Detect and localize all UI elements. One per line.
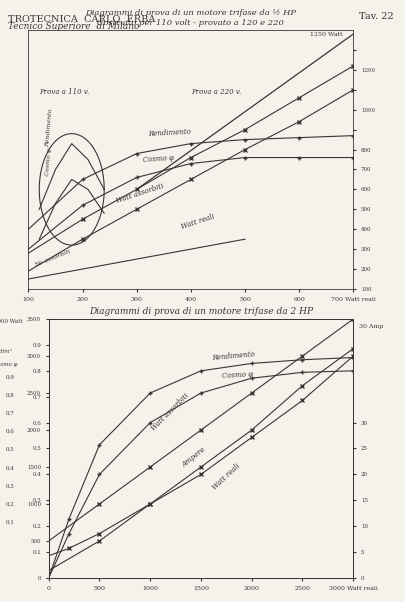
Text: Tecnico Superiore  di Milano: Tecnico Superiore di Milano [8, 22, 139, 31]
Text: Cosmo φ: Cosmo φ [45, 148, 52, 176]
Text: Watt assorbiti: Watt assorbiti [150, 391, 190, 432]
Text: 1250 Watt: 1250 Watt [309, 32, 341, 37]
Text: Prova a 110 v.: Prova a 110 v. [39, 88, 89, 96]
Text: Watt assorbiti: Watt assorbiti [115, 182, 164, 205]
Text: Rendimento: Rendimento [45, 108, 53, 147]
Text: cosmo φ: cosmo φ [0, 362, 17, 367]
Text: Watt reali: Watt reali [179, 213, 215, 231]
Text: Tav. 22: Tav. 22 [358, 12, 393, 21]
Text: No assorbiti: No assorbiti [34, 249, 71, 268]
Text: TROTECNICA  CARLO  ERBA: TROTECNICA CARLO ERBA [8, 15, 155, 24]
Text: 0,5: 0,5 [6, 447, 15, 452]
Text: Cosmo φ: Cosmo φ [221, 371, 252, 380]
Text: Watt reali: Watt reali [211, 462, 241, 491]
Text: 0,2: 0,2 [6, 501, 15, 506]
Text: 0,9: 0,9 [6, 374, 15, 380]
Title: Diagrammi di prova di un motore trifase da ½ HP
Costruito per 110 volt - provato: Diagrammi di prova di un motore trifase … [85, 10, 296, 26]
Text: Rendimento: Rendimento [147, 128, 190, 138]
Text: 0,6: 0,6 [6, 429, 15, 434]
Title: Diagrammi di prova di un motore trifase da 2 HP: Diagrammi di prova di un motore trifase … [89, 306, 312, 315]
Text: Cosmo φ: Cosmo φ [142, 154, 173, 164]
Text: Rendimento: Rendimento [211, 350, 254, 362]
Text: 1000 Watt: 1000 Watt [0, 319, 23, 324]
Text: Prova a 220 v.: Prova a 220 v. [190, 88, 241, 96]
Text: Ampere: Ampere [180, 445, 207, 469]
Text: 0,8: 0,8 [6, 393, 15, 398]
Text: 0,3: 0,3 [6, 483, 15, 488]
Text: 0,1: 0,1 [6, 520, 15, 524]
Text: 30 Amp: 30 Amp [358, 324, 383, 329]
Text: Rendim°: Rendim° [0, 349, 12, 354]
Text: 0,4: 0,4 [6, 465, 15, 470]
Text: 0,7: 0,7 [6, 411, 15, 416]
